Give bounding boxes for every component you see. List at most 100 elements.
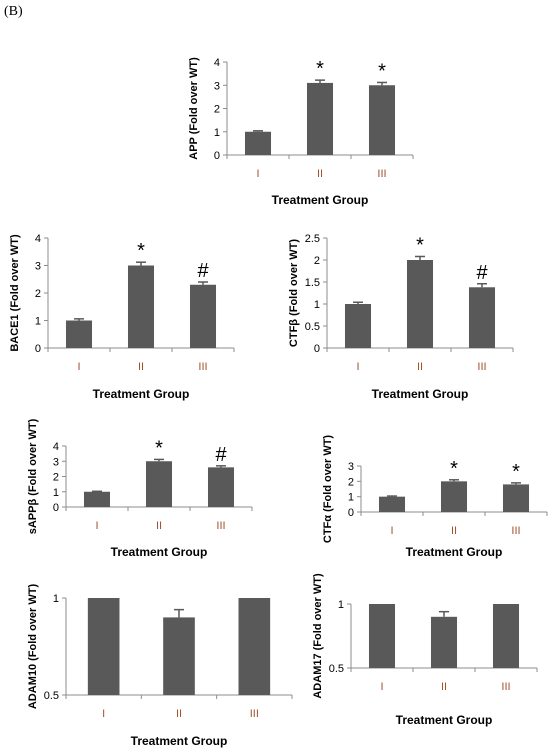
y-tick-label: 0 — [35, 343, 41, 355]
category-label: II — [441, 681, 447, 693]
category-label: II — [176, 708, 182, 720]
bar-i — [378, 496, 406, 512]
bar-ii — [127, 265, 155, 348]
category-label: III — [477, 361, 486, 373]
y-tick-label: 1 — [314, 299, 320, 311]
chart-bace1: 0 1 2 3 4 I * II # III Treatment Group BACE1 (Fold … — [9, 233, 235, 401]
y-tick-label: 1 — [53, 487, 59, 499]
bar-ii — [163, 617, 195, 695]
y-axis-title: BACE1 (Fold over WT) — [9, 234, 21, 352]
significance-marker: # — [215, 444, 227, 466]
y-tick-label: 1 — [35, 316, 41, 328]
category-label: II — [451, 525, 457, 537]
x-axis-title: Treatment Group — [111, 545, 208, 559]
y-tick-label: 1 — [53, 593, 59, 605]
significance-marker: * — [378, 60, 386, 82]
significance-marker: * — [512, 461, 520, 483]
x-axis-title: Treatment Group — [272, 193, 369, 207]
category-label: I — [256, 168, 259, 180]
bar-i — [65, 320, 93, 348]
y-tick-label: 2 — [348, 476, 354, 488]
bar-i — [83, 491, 111, 507]
y-axis-title: CTFβ (Fold over WT) — [288, 239, 300, 347]
x-axis-title: Treatment Group — [396, 713, 493, 727]
category-label: II — [417, 361, 423, 373]
category-label: I — [390, 525, 393, 537]
y-tick-label: 0.5 — [44, 690, 59, 702]
bar-iii — [492, 604, 520, 668]
y-tick-label: 2 — [314, 255, 320, 267]
significance-marker: # — [197, 260, 209, 282]
y-tick-label: 4 — [214, 57, 220, 69]
bar-ii — [440, 481, 468, 512]
x-axis-title: Treatment Group — [93, 387, 190, 401]
y-tick-label: 1 — [214, 127, 220, 139]
category-label: II — [138, 361, 144, 373]
y-tick-label: 3 — [214, 80, 220, 92]
significance-marker: * — [450, 458, 458, 480]
category-label: II — [317, 168, 323, 180]
y-axis-title: ADAM10 (Fold over WT) — [27, 584, 39, 710]
y-tick-label: 4 — [35, 233, 41, 245]
bar-iii — [468, 287, 496, 348]
significance-marker: * — [316, 58, 324, 80]
chart-ctfa: 0 1 2 3 I * II * III Treatment Group CTFα (Fold ov… — [322, 435, 548, 559]
y-axis-title: ADAM17 (Fold over WT) — [312, 573, 324, 699]
bar-iii — [502, 484, 530, 512]
category-label: I — [380, 681, 383, 693]
x-axis-title: Treatment Group — [131, 734, 228, 748]
bar-ii — [145, 461, 173, 507]
y-tick-label: 1 — [338, 599, 344, 611]
y-tick-label: 3 — [35, 261, 41, 273]
y-tick-label: 0.5 — [329, 663, 344, 675]
category-label: III — [250, 708, 259, 720]
y-axis-title: APP (Fold over WT) — [188, 57, 200, 160]
y-tick-label: 0 — [53, 502, 59, 514]
significance-marker: * — [137, 240, 145, 262]
y-tick-label: 3 — [53, 456, 59, 468]
bar-iii — [368, 85, 396, 155]
significance-marker: * — [155, 437, 163, 459]
bar-i — [344, 304, 372, 348]
y-tick-label: 2.5 — [305, 233, 320, 245]
y-tick-label: 2 — [53, 472, 59, 484]
y-axis-title: sAPPβ (Fold over WT) — [27, 418, 39, 534]
category-label: II — [156, 520, 162, 532]
x-axis-title: Treatment Group — [372, 387, 469, 401]
y-tick-label: 0.5 — [305, 321, 320, 333]
y-tick-label: 0 — [314, 343, 320, 355]
bar-i — [244, 131, 272, 155]
category-label: III — [501, 681, 510, 693]
bar-ii — [430, 616, 458, 668]
significance-marker: * — [416, 234, 424, 256]
category-label: I — [95, 520, 98, 532]
bar-iii — [238, 598, 271, 695]
category-label: III — [377, 168, 386, 180]
y-tick-label: 2 — [35, 288, 41, 300]
chart-sappb: 0 1 2 3 4 I * II # III Treatment Group sAPPβ (Fold … — [27, 418, 253, 559]
significance-marker: # — [476, 262, 488, 284]
y-tick-label: 3 — [348, 461, 354, 473]
chart-app: 0 1 2 3 4 I * II * III Treatment Group APP (Fold ov… — [188, 57, 414, 207]
y-tick-label: 1 — [348, 492, 354, 504]
category-label: III — [216, 520, 225, 532]
y-tick-label: 1.5 — [305, 277, 320, 289]
bar-iii — [207, 467, 235, 507]
chart-ctfb: 0 0.5 1 1.5 2 2.5 I * II # III Treatment Group CTFβ … — [288, 233, 514, 401]
category-label: I — [102, 708, 105, 720]
category-label: III — [511, 525, 520, 537]
panel-label: (B) — [4, 4, 23, 19]
bar-ii — [306, 82, 334, 155]
y-tick-label: 0 — [348, 507, 354, 519]
bar-iii — [189, 284, 217, 348]
y-axis-title: CTFα (Fold over WT) — [322, 435, 334, 544]
category-label: I — [77, 361, 80, 373]
bar-ii — [406, 260, 434, 348]
category-label: I — [356, 361, 359, 373]
bar-i — [368, 604, 396, 668]
y-tick-label: 2 — [214, 104, 220, 116]
category-label: III — [198, 361, 207, 373]
bar-i — [87, 598, 120, 695]
